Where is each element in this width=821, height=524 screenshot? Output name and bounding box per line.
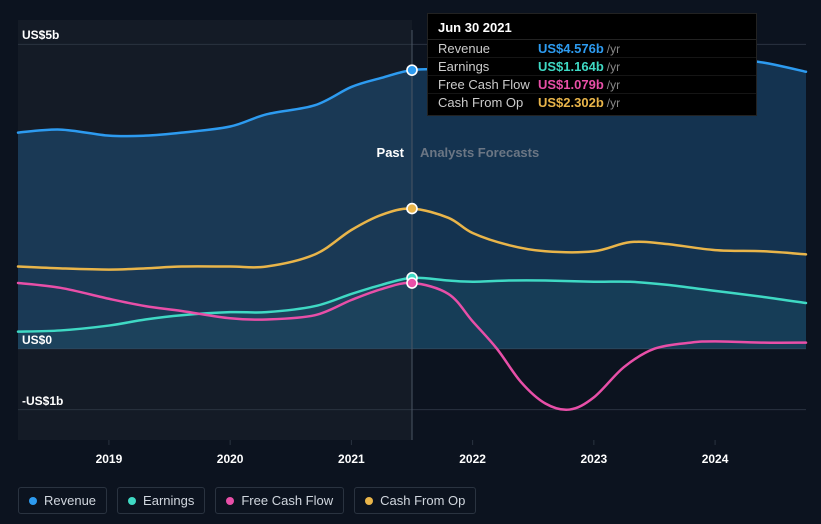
tooltip-row-value: US$1.164b [538, 59, 604, 74]
legend-item-cfo[interactable]: Cash From Op [354, 487, 476, 514]
tooltip-row-value: US$2.302b [538, 95, 604, 110]
x-axis-tick-label: 2021 [338, 452, 365, 466]
legend-item-earnings[interactable]: Earnings [117, 487, 205, 514]
legend-item-label: Free Cash Flow [241, 493, 333, 508]
x-axis-tick-label: 2022 [459, 452, 486, 466]
x-axis-tick-label: 2024 [702, 452, 729, 466]
tooltip-row: RevenueUS$4.576b/yr [428, 40, 756, 58]
tooltip-date: Jun 30 2021 [428, 18, 756, 40]
legend-dot-icon [226, 497, 234, 505]
tooltip-row-unit: /yr [607, 78, 620, 92]
legend-item-revenue[interactable]: Revenue [18, 487, 107, 514]
hover-tooltip: Jun 30 2021 RevenueUS$4.576b/yrEarningsU… [427, 13, 757, 116]
past-label: Past [377, 145, 404, 160]
tooltip-row-label: Earnings [438, 59, 538, 74]
tooltip-row-label: Cash From Op [438, 95, 538, 110]
y-axis-tick-label: US$5b [22, 28, 59, 42]
financial-forecast-chart: US$5b US$0 -US$1b 2019 2020 2021 2022 2023 2024… [0, 0, 821, 524]
legend-item-label: Revenue [44, 493, 96, 508]
chart-legend: Revenue Earnings Free Cash Flow Cash From O… [18, 487, 476, 514]
tooltip-row-value: US$1.079b [538, 77, 604, 92]
y-axis-tick-label: -US$1b [22, 394, 63, 408]
legend-item-label: Cash From Op [380, 493, 465, 508]
legend-item-fcf[interactable]: Free Cash Flow [215, 487, 344, 514]
tooltip-row-label: Free Cash Flow [438, 77, 538, 92]
tooltip-row-unit: /yr [607, 60, 620, 74]
legend-dot-icon [365, 497, 373, 505]
tooltip-row: Free Cash FlowUS$1.079b/yr [428, 76, 756, 94]
y-axis-tick-label: US$0 [22, 333, 52, 347]
x-axis-tick-label: 2019 [96, 452, 123, 466]
forecast-label: Analysts Forecasts [420, 145, 539, 160]
tooltip-row-unit: /yr [607, 42, 620, 56]
tooltip-row: EarningsUS$1.164b/yr [428, 58, 756, 76]
legend-dot-icon [29, 497, 37, 505]
tooltip-row-value: US$4.576b [538, 41, 604, 56]
tooltip-row-unit: /yr [607, 96, 620, 110]
x-axis-tick-label: 2020 [217, 452, 244, 466]
tooltip-row-label: Revenue [438, 41, 538, 56]
tooltip-row: Cash From OpUS$2.302b/yr [428, 94, 756, 111]
x-axis-tick-label: 2023 [580, 452, 607, 466]
legend-dot-icon [128, 497, 136, 505]
legend-item-label: Earnings [143, 493, 194, 508]
